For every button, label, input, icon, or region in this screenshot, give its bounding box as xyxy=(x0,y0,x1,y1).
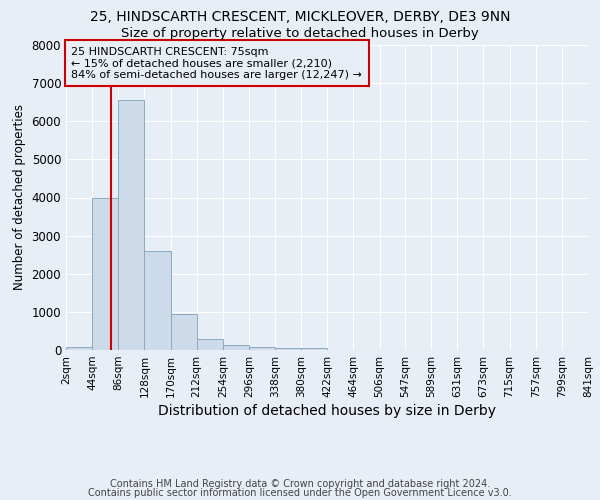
X-axis label: Distribution of detached houses by size in Derby: Distribution of detached houses by size … xyxy=(158,404,496,418)
Bar xyxy=(170,314,197,350)
Bar xyxy=(223,346,249,350)
Text: Size of property relative to detached houses in Derby: Size of property relative to detached ho… xyxy=(121,28,479,40)
Bar xyxy=(197,338,223,350)
Y-axis label: Number of detached properties: Number of detached properties xyxy=(13,104,26,290)
Text: 25, HINDSCARTH CRESCENT, MICKLEOVER, DERBY, DE3 9NN: 25, HINDSCARTH CRESCENT, MICKLEOVER, DER… xyxy=(90,10,510,24)
Bar xyxy=(275,348,301,350)
Text: 25 HINDSCARTH CRESCENT: 75sqm
← 15% of detached houses are smaller (2,210)
84% o: 25 HINDSCARTH CRESCENT: 75sqm ← 15% of d… xyxy=(71,46,362,80)
Bar xyxy=(92,198,118,350)
Bar xyxy=(249,347,275,350)
Bar xyxy=(301,348,328,350)
Bar xyxy=(118,100,145,350)
Bar xyxy=(66,347,92,350)
Bar xyxy=(145,251,170,350)
Text: Contains public sector information licensed under the Open Government Licence v3: Contains public sector information licen… xyxy=(88,488,512,498)
Text: Contains HM Land Registry data © Crown copyright and database right 2024.: Contains HM Land Registry data © Crown c… xyxy=(110,479,490,489)
